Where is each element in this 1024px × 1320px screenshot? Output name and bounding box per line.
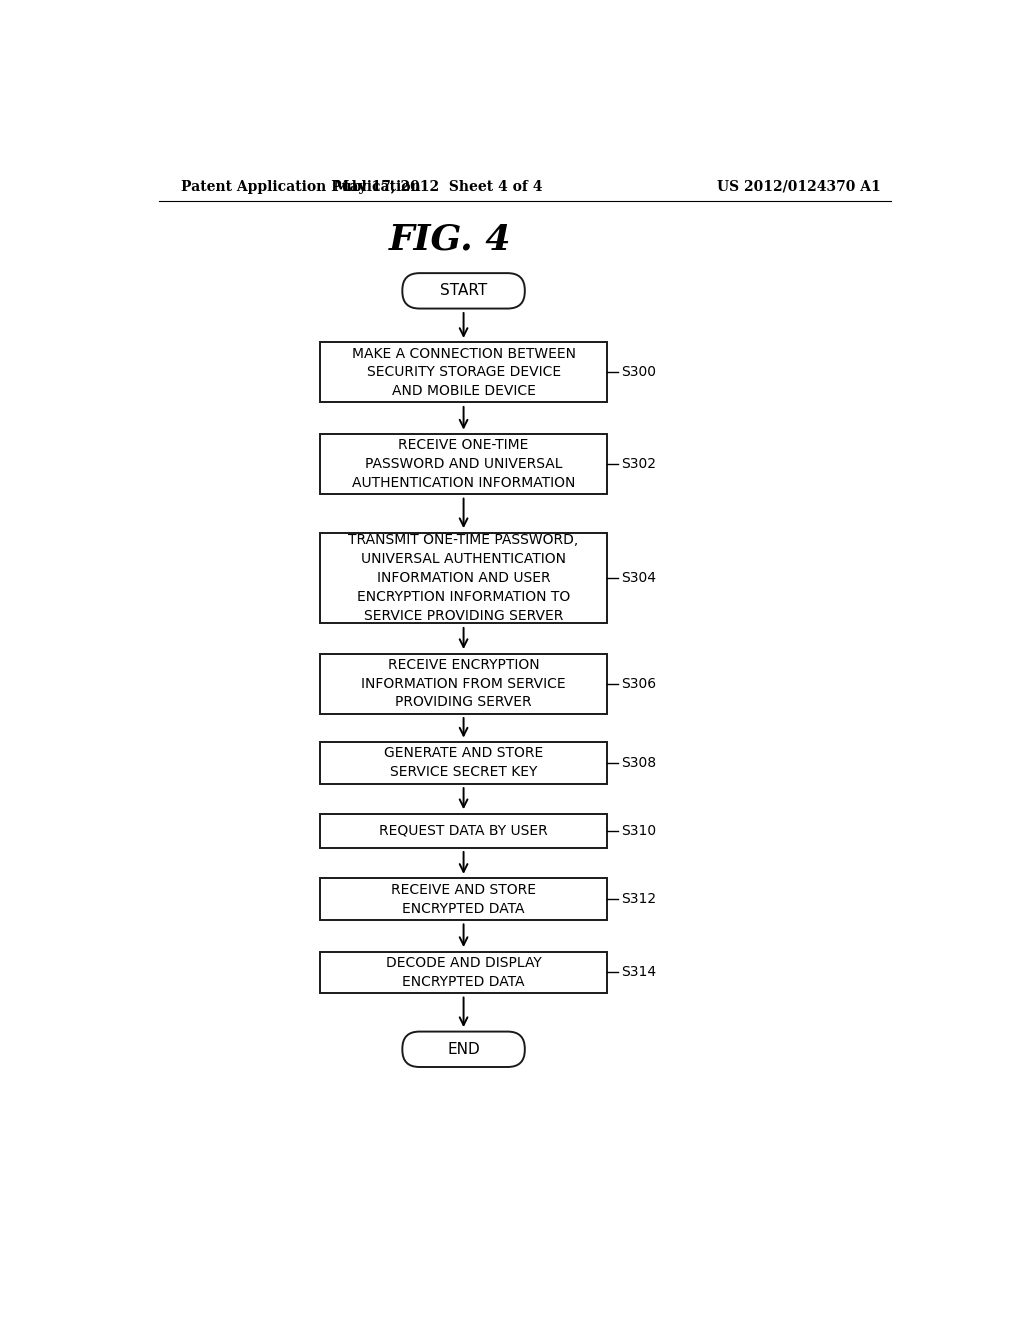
Text: MAKE A CONNECTION BETWEEN
SECURITY STORAGE DEVICE
AND MOBILE DEVICE: MAKE A CONNECTION BETWEEN SECURITY STORA…: [351, 347, 575, 399]
FancyBboxPatch shape: [321, 653, 607, 714]
Text: TRANSMIT ONE-TIME PASSWORD,
UNIVERSAL AUTHENTICATION
INFORMATION AND USER
ENCRYP: TRANSMIT ONE-TIME PASSWORD, UNIVERSAL AU…: [348, 533, 579, 623]
Text: S310: S310: [621, 824, 656, 838]
FancyBboxPatch shape: [402, 273, 524, 309]
Text: S308: S308: [621, 756, 656, 770]
Text: May 17, 2012  Sheet 4 of 4: May 17, 2012 Sheet 4 of 4: [334, 180, 543, 194]
Text: S314: S314: [621, 965, 656, 979]
FancyBboxPatch shape: [321, 533, 607, 623]
FancyBboxPatch shape: [321, 952, 607, 993]
FancyBboxPatch shape: [402, 1032, 524, 1067]
FancyBboxPatch shape: [321, 434, 607, 494]
Text: START: START: [440, 284, 487, 298]
Text: END: END: [447, 1041, 480, 1057]
Text: REQUEST DATA BY USER: REQUEST DATA BY USER: [379, 824, 548, 838]
Text: US 2012/0124370 A1: US 2012/0124370 A1: [717, 180, 881, 194]
Text: RECEIVE AND STORE
ENCRYPTED DATA: RECEIVE AND STORE ENCRYPTED DATA: [391, 883, 537, 916]
Text: RECEIVE ONE-TIME
PASSWORD AND UNIVERSAL
AUTHENTICATION INFORMATION: RECEIVE ONE-TIME PASSWORD AND UNIVERSAL …: [352, 438, 575, 490]
Text: S306: S306: [621, 677, 656, 690]
FancyBboxPatch shape: [321, 878, 607, 920]
FancyBboxPatch shape: [321, 813, 607, 847]
Text: S312: S312: [621, 892, 656, 906]
Text: DECODE AND DISPLAY
ENCRYPTED DATA: DECODE AND DISPLAY ENCRYPTED DATA: [386, 956, 542, 989]
FancyBboxPatch shape: [321, 342, 607, 403]
Text: FIG. 4: FIG. 4: [388, 222, 511, 256]
Text: Patent Application Publication: Patent Application Publication: [180, 180, 420, 194]
FancyBboxPatch shape: [321, 742, 607, 784]
Text: S300: S300: [621, 366, 656, 379]
Text: S304: S304: [621, 572, 656, 585]
Text: GENERATE AND STORE
SERVICE SECRET KEY: GENERATE AND STORE SERVICE SECRET KEY: [384, 746, 543, 779]
Text: RECEIVE ENCRYPTION
INFORMATION FROM SERVICE
PROVIDING SERVER: RECEIVE ENCRYPTION INFORMATION FROM SERV…: [361, 657, 566, 709]
Text: S302: S302: [621, 457, 656, 471]
